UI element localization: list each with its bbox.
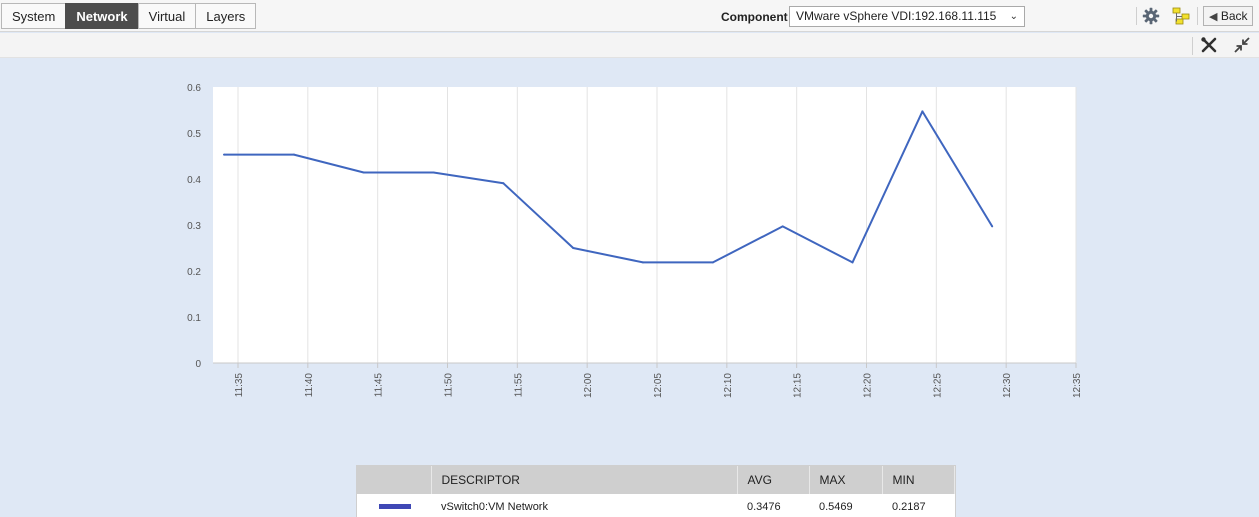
toolbar-divider xyxy=(1197,7,1198,25)
x-tick-label: 11:50 xyxy=(444,373,455,398)
tab-virtual[interactable]: Virtual xyxy=(137,3,197,29)
tab-system[interactable]: System xyxy=(1,3,67,29)
x-tick-label: 12:00 xyxy=(583,373,594,398)
data-point xyxy=(711,261,714,264)
legend-max: 0.5469 xyxy=(819,500,853,513)
tab-network[interactable]: Network xyxy=(65,3,139,29)
data-point xyxy=(991,225,994,228)
chart-area: 11:35 11:40 11:45 11:50 11:55 12:00 12:05 12:10… xyxy=(0,58,1259,517)
tab-layers[interactable]: Layers xyxy=(195,3,257,29)
legend-header-swatch xyxy=(357,466,432,494)
legend-header-avg: AVG xyxy=(737,466,810,494)
topology-icon[interactable] xyxy=(1171,6,1191,26)
x-tick-label: 11:55 xyxy=(513,373,524,398)
data-point xyxy=(292,153,295,156)
y-tick-label: 0.5 xyxy=(187,129,201,140)
tools-icon[interactable] xyxy=(1199,35,1219,55)
data-point xyxy=(572,247,575,249)
back-arrow-icon: ◀ xyxy=(1209,11,1218,23)
y-tick-label: 0.2 xyxy=(187,267,201,278)
data-point xyxy=(362,171,365,174)
y-tick-label: 0.6 xyxy=(187,83,201,94)
y-tick-label: 0.3 xyxy=(187,221,201,232)
legend-avg: 0.3476 xyxy=(747,500,781,513)
legend-header-descriptor: DESCRIPTOR xyxy=(431,466,738,494)
line-chart: 11:35 11:40 11:45 11:50 11:55 12:00 12:05 12:10… xyxy=(187,83,1083,398)
series-color-swatch xyxy=(379,504,411,510)
data-point xyxy=(851,261,854,264)
data-point xyxy=(642,261,644,264)
legend-descriptor: vSwitch0:VM Network xyxy=(441,500,548,513)
chevron-down-icon: ⌄ xyxy=(1009,11,1018,22)
data-point xyxy=(432,171,435,174)
component-select[interactable]: VMware vSphere VDI:192.168.11.115 ⌄ xyxy=(789,6,1025,27)
chart-toolbar xyxy=(0,33,1259,58)
component-selected-value: VMware vSphere VDI:192.168.11.115 xyxy=(796,9,997,23)
x-tick-label: 12:25 xyxy=(932,373,943,398)
data-point xyxy=(921,110,924,113)
x-tick-label: 12:20 xyxy=(863,373,874,398)
tab-bar: System Network Virtual Layers xyxy=(1,3,257,29)
plot-background xyxy=(213,87,1076,363)
x-tick-label: 12:15 xyxy=(793,373,804,398)
chart-legend-table: DESCRIPTOR AVG MAX MIN vSwitch0:VM Netwo… xyxy=(356,465,956,517)
legend-header-max: MAX xyxy=(809,466,883,494)
y-tick-label: 0.4 xyxy=(187,175,201,186)
legend-min: 0.2187 xyxy=(892,500,926,513)
collapse-icon[interactable] xyxy=(1232,35,1252,55)
legend-header-min: MIN xyxy=(882,466,955,494)
toolbar-divider xyxy=(1192,37,1193,55)
x-tick-label: 11:35 xyxy=(234,373,245,398)
x-tick-label: 12:35 xyxy=(1072,373,1083,398)
x-tick-label: 11:45 xyxy=(374,373,385,398)
data-point xyxy=(781,225,784,228)
component-label: Component xyxy=(721,10,788,24)
y-tick-label: 0.1 xyxy=(187,313,201,324)
legend-swatch-cell xyxy=(357,494,431,517)
series-line xyxy=(224,110,994,264)
legend-header-row: DESCRIPTOR AVG MAX MIN xyxy=(357,466,955,494)
toolbar-divider xyxy=(1136,7,1137,25)
data-point xyxy=(223,153,225,156)
legend-row[interactable]: vSwitch0:VM Network 0.3476 0.5469 0.2187 xyxy=(357,494,955,517)
top-toolbar: System Network Virtual Layers Component … xyxy=(0,0,1259,32)
back-button-label: Back xyxy=(1220,9,1248,23)
x-tick-label: 12:10 xyxy=(723,373,734,398)
gear-icon[interactable] xyxy=(1141,6,1161,26)
x-tick-label: 11:40 xyxy=(304,373,315,398)
back-button[interactable]: ◀ Back xyxy=(1203,6,1253,26)
x-tick-label: 12:05 xyxy=(653,373,664,398)
y-tick-label: 0 xyxy=(195,359,201,370)
data-point xyxy=(502,182,505,185)
x-tick-label: 12:30 xyxy=(1002,373,1013,398)
